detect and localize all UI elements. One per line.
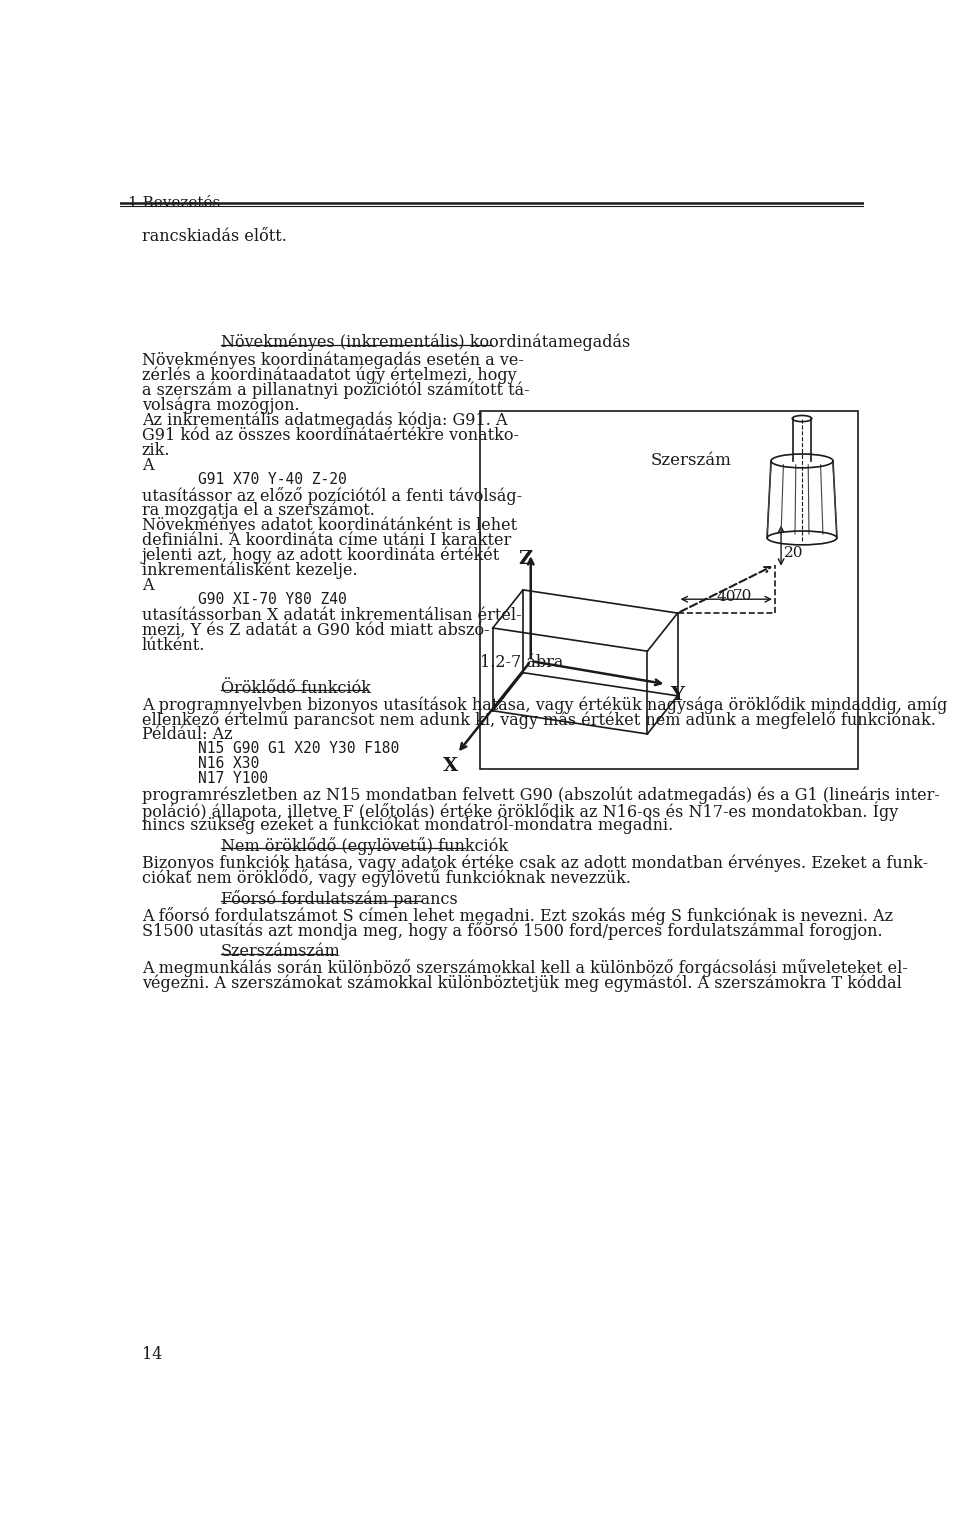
Text: S1500 utasítás azt mondja meg, hogy a főorsó 1500 ford/perces fordulatszámmal fo: S1500 utasítás azt mondja meg, hogy a fő… bbox=[142, 922, 882, 940]
Text: Növekményes adatot koordinátánként is lehet: Növekményes adatot koordinátánként is le… bbox=[142, 517, 516, 534]
Text: 40: 40 bbox=[716, 589, 736, 603]
Text: zérlés a koordinátaadatot úgy értelmezi, hogy: zérlés a koordinátaadatot úgy értelmezi,… bbox=[142, 366, 516, 384]
Text: poláció) állapota, illetve F (előtolás) értéke öröklődik az N16-os és N17-es mon: poláció) állapota, illetve F (előtolás) … bbox=[142, 801, 898, 821]
Text: a szerszám a pillanatnyi pozíciótól számított tá-: a szerszám a pillanatnyi pozíciótól szám… bbox=[142, 381, 529, 400]
Text: programrészletben az N15 mondatban felvett G90 (abszolút adatmegadás) és a G1 (l: programrészletben az N15 mondatban felve… bbox=[142, 787, 940, 804]
Text: Az inkrementális adatmegadás kódja: G91. A: Az inkrementális adatmegadás kódja: G91.… bbox=[142, 412, 507, 429]
Text: 1 Bevezetés: 1 Bevezetés bbox=[128, 196, 220, 210]
Text: Főorsó fordulatszám parancs: Főorsó fordulatszám parancs bbox=[221, 890, 458, 908]
Text: A főorsó fordulatszámot S címen lehet megadni. Ezt szokás még S funkciónak is ne: A főorsó fordulatszámot S címen lehet me… bbox=[142, 906, 893, 925]
Text: 1.2-7 ábra: 1.2-7 ábra bbox=[480, 654, 564, 671]
Text: lútként.: lútként. bbox=[142, 637, 205, 654]
Text: N16 X30: N16 X30 bbox=[198, 756, 259, 772]
Text: 14: 14 bbox=[142, 1346, 162, 1364]
Text: Bizonyos funkciók hatása, vagy adatok értéke csak az adott mondatban érvényes. E: Bizonyos funkciók hatása, vagy adatok ér… bbox=[142, 854, 927, 871]
Text: nincs szükség ezeket a funkciókat mondatról-mondatra megadni.: nincs szükség ezeket a funkciókat mondat… bbox=[142, 816, 673, 834]
Text: G91 X70 Y-40 Z-20: G91 X70 Y-40 Z-20 bbox=[198, 472, 347, 487]
Text: A: A bbox=[142, 456, 154, 473]
Text: utasítássor az előző pozíciótól a fenti távolság-: utasítássor az előző pozíciótól a fenti … bbox=[142, 487, 522, 505]
Text: A: A bbox=[142, 577, 154, 594]
Text: Y: Y bbox=[670, 686, 684, 704]
Text: mezi, Y és Z adatát a G90 kód miatt abszó-: mezi, Y és Z adatát a G90 kód miatt absz… bbox=[142, 622, 490, 638]
Text: Növekményes koordinátamegadás esetén a ve-: Növekményes koordinátamegadás esetén a v… bbox=[142, 352, 523, 369]
Text: Szerszámszám: Szerszámszám bbox=[221, 943, 341, 960]
Text: G91 kód az összes koordinátaértékre vonatko-: G91 kód az összes koordinátaértékre vona… bbox=[142, 427, 518, 444]
Text: 20: 20 bbox=[784, 545, 804, 560]
Text: Öröklődő funkciók: Öröklődő funkciók bbox=[221, 680, 371, 697]
Text: végezni. A szerszámokat számokkal különböztetjük meg egymástól. A szerszámokra T: végezni. A szerszámokat számokkal különb… bbox=[142, 975, 901, 992]
Text: rancskiadás előtt.: rancskiadás előtt. bbox=[142, 228, 287, 245]
Text: volságra mozogjon.: volságra mozogjon. bbox=[142, 397, 300, 413]
Text: definiálni. A koordináta címe utáni I karakter: definiálni. A koordináta címe utáni I ka… bbox=[142, 531, 511, 548]
Text: Z: Z bbox=[518, 550, 533, 568]
Bar bbox=[480, 410, 858, 769]
Text: N15 G90 G1 X20 Y30 F180: N15 G90 G1 X20 Y30 F180 bbox=[198, 741, 398, 756]
Text: A megmunkálás során különböző szerszámokkal kell a különböző forgácsolási művele: A megmunkálás során különböző szerszámok… bbox=[142, 960, 907, 977]
Text: G90 XI-70 Y80 Z40: G90 XI-70 Y80 Z40 bbox=[198, 592, 347, 606]
Text: utasítássorban X adatát inkrementálisan értel-: utasítássorban X adatát inkrementálisan … bbox=[142, 606, 521, 623]
Text: inkrementálisként kezelje.: inkrementálisként kezelje. bbox=[142, 562, 357, 579]
Text: Növekményes (inkrementális) koordinátamegadás: Növekményes (inkrementális) koordinátame… bbox=[221, 334, 630, 352]
Text: Nem öröklődő (egylövetű) funkciók: Nem öröklődő (egylövetű) funkciók bbox=[221, 837, 508, 856]
Text: X: X bbox=[444, 758, 459, 775]
Text: 70: 70 bbox=[732, 589, 752, 603]
Text: ciókat nem öröklődő, vagy egylövetű funkcióknak nevezzük.: ciókat nem öröklődő, vagy egylövetű funk… bbox=[142, 870, 631, 886]
Text: A programnyelvben bizonyos utasítások hatása, vagy értékük nagysága öröklődik mi: A programnyelvben bizonyos utasítások ha… bbox=[142, 697, 948, 713]
Text: zik.: zik. bbox=[142, 441, 170, 459]
Text: ra mozgatja el a szerszámot.: ra mozgatja el a szerszámot. bbox=[142, 502, 374, 519]
Text: ellenkező értelmű parancsot nem adunk ki, vagy más értéket nem adunk a megfelelő: ellenkező értelmű parancsot nem adunk ki… bbox=[142, 712, 936, 729]
Text: jelenti azt, hogy az adott koordináta értékét: jelenti azt, hogy az adott koordináta ér… bbox=[142, 547, 500, 565]
Text: N17 Y100: N17 Y100 bbox=[198, 772, 268, 787]
Text: Szerszám: Szerszám bbox=[651, 452, 732, 468]
Text: Például: Az: Például: Az bbox=[142, 726, 232, 743]
